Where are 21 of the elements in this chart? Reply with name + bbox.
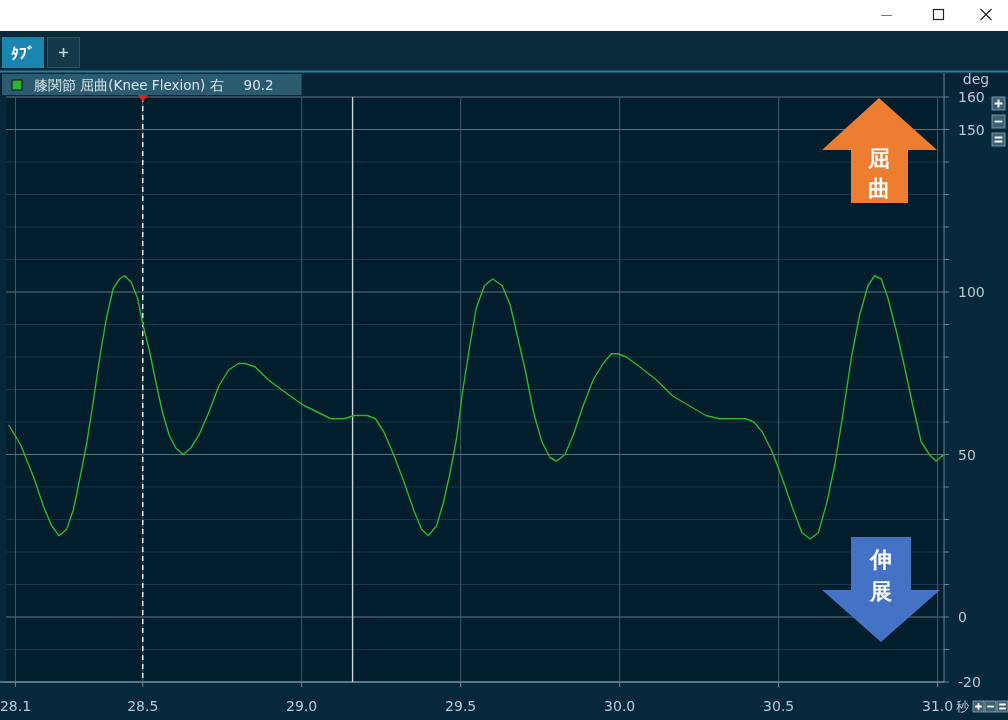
- y-tick-label: 160: [958, 89, 985, 105]
- y-axis-title: deg: [962, 71, 990, 87]
- x-tick-label: 31.0: [922, 698, 954, 714]
- x-tick-label: 29.0: [286, 698, 318, 714]
- x-axis-title: 秒: [956, 698, 970, 714]
- y-tick-label: 50: [958, 446, 976, 463]
- y-tick-label: -20: [958, 674, 981, 690]
- y-tick-label: 0: [958, 609, 967, 625]
- x-tick-label: 30.0: [604, 698, 636, 714]
- x-tick-label: 28.1: [0, 698, 32, 714]
- x-tick-label: 28.5: [127, 698, 159, 714]
- annotation: 屈曲: [867, 145, 890, 201]
- line-series: [8, 275, 945, 540]
- chart-title: ﾀﾌﾞ: [11, 43, 35, 63]
- text: 90.2: [243, 77, 274, 93]
- x-tick-label: 30.5: [763, 698, 795, 714]
- y-tick-label: 150: [958, 121, 985, 138]
- x-tick-label: 29.5: [445, 698, 477, 714]
- legend-label: 膝関節 屈曲(Knee Flexion) 右: [34, 77, 224, 93]
- y-tick-label: 100: [958, 284, 985, 300]
- annotation: 伸展: [869, 546, 892, 604]
